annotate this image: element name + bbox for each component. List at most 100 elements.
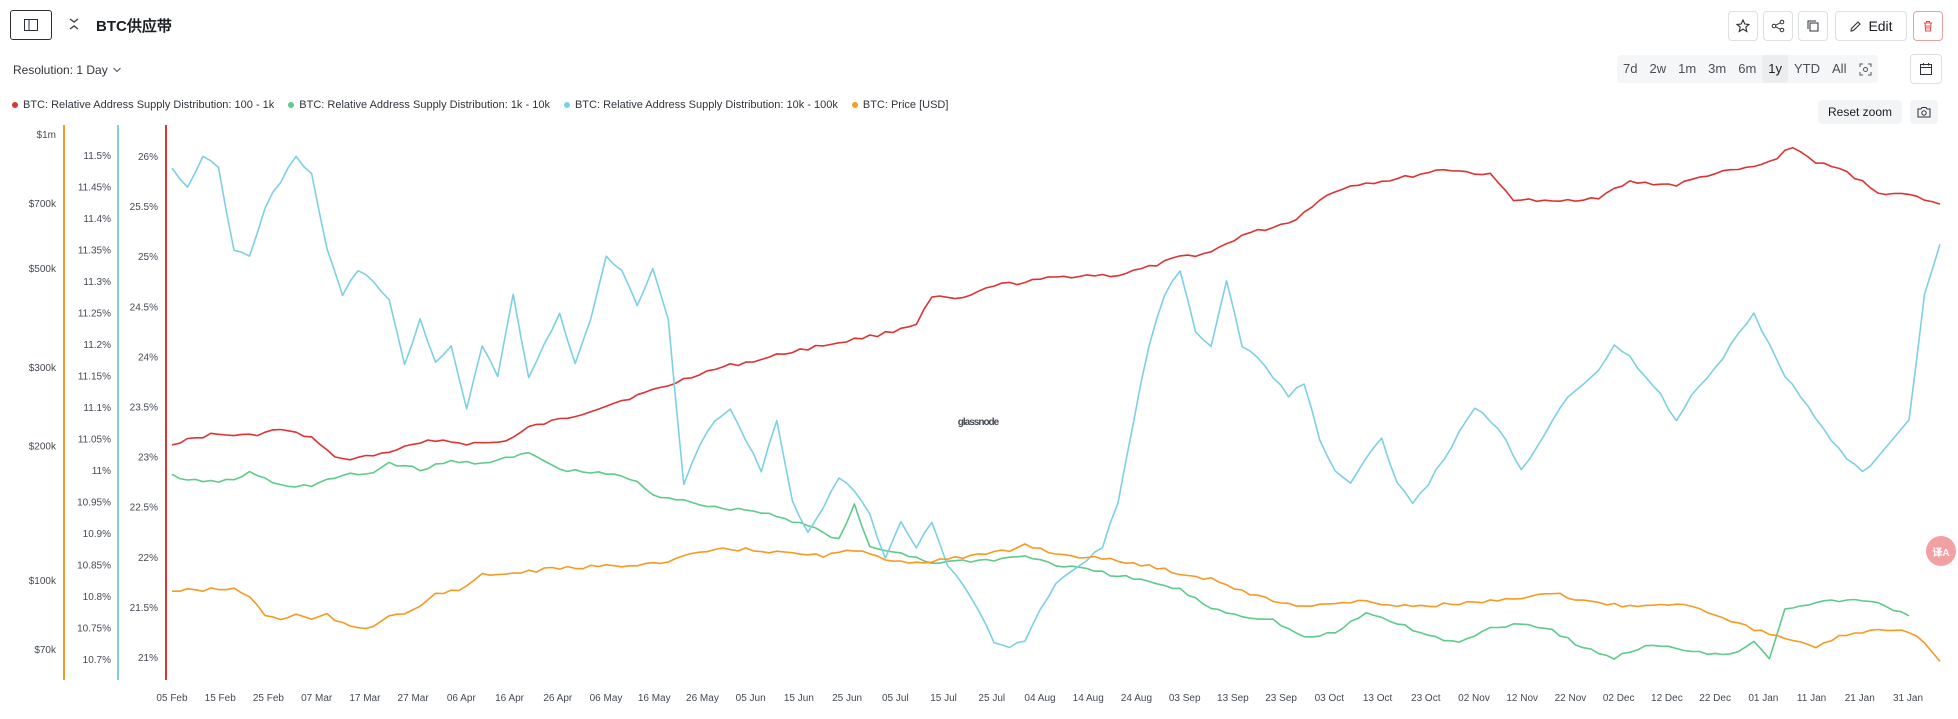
x-tick-label: 25 Jul xyxy=(978,693,1005,704)
x-tick-label: 23 Oct xyxy=(1411,693,1441,704)
share-button[interactable] xyxy=(1763,11,1793,41)
date-picker-button[interactable] xyxy=(1910,54,1942,84)
x-tick-label: 14 Aug xyxy=(1073,693,1104,704)
screenshot-button[interactable] xyxy=(1910,100,1938,124)
supply-10k-100k-tick-label: 11.05% xyxy=(78,435,111,446)
supply-10k-100k-tick-label: 11.4% xyxy=(83,214,111,225)
range-all-button[interactable]: All xyxy=(1832,61,1847,76)
x-tick-label: 25 Feb xyxy=(253,693,285,704)
range-ytd-button[interactable]: YTD xyxy=(1794,61,1821,76)
calendar-icon xyxy=(1920,63,1932,75)
legend-label: BTC: Relative Address Supply Distributio… xyxy=(574,99,838,111)
x-tick-label: 22 Dec xyxy=(1699,693,1731,704)
supply-100-1k-tick-label: 23% xyxy=(138,453,158,464)
translate-badge[interactable]: 译A xyxy=(1926,536,1956,566)
series-100-1k-line xyxy=(171,146,1941,461)
delete-button[interactable] xyxy=(1913,11,1943,41)
legend-item-1k-10k[interactable]: BTC: Relative Address Supply Distributio… xyxy=(288,99,550,111)
x-tick-label: 21 Jan xyxy=(1845,693,1875,704)
edit-button[interactable]: Edit xyxy=(1835,11,1907,41)
legend-item-100-1k[interactable]: BTC: Relative Address Supply Distributio… xyxy=(12,99,274,111)
x-tick-label: 26 Apr xyxy=(543,693,573,704)
supply-10k-100k-tick-label: 10.8% xyxy=(83,592,111,603)
supply-100-1k-tick-label: 21% xyxy=(138,653,158,664)
x-tick-label: 27 Mar xyxy=(398,693,430,704)
series-price-line xyxy=(172,543,1941,662)
x-tick-label: 23 Sep xyxy=(1265,693,1297,704)
supply-bands-chart[interactable]: glassnode $1m $700k $500k $300k $200k $100k $7… xyxy=(0,125,1958,719)
legend-label: BTC: Relative Address Supply Distributio… xyxy=(299,99,550,111)
x-tick-label: 04 Aug xyxy=(1024,693,1055,704)
price-tick-label: $700k xyxy=(29,199,57,210)
x-tick-label: 12 Dec xyxy=(1651,693,1683,704)
legend-marker xyxy=(288,102,295,108)
legend-item-price[interactable]: BTC: Price [USD] xyxy=(851,99,949,111)
supply-100-1k-tick-label: 24% xyxy=(138,352,158,363)
favorite-button[interactable] xyxy=(1728,11,1758,41)
price-tick-label: $300k xyxy=(29,363,57,374)
pencil-icon xyxy=(1850,20,1862,32)
supply-10k-100k-tick-label: 11.3% xyxy=(83,277,111,288)
supply-100-1k-tick-label: 25% xyxy=(138,252,158,263)
supply-10k-100k-tick-label: 11.25% xyxy=(78,309,111,320)
price-tick-label: $100k xyxy=(29,576,57,587)
x-tick-label: 03 Oct xyxy=(1315,693,1345,704)
x-tick-label: 03 Sep xyxy=(1169,693,1201,704)
x-tick-label: 26 May xyxy=(686,693,719,704)
share-icon xyxy=(1771,19,1785,33)
supply-10k-100k-tick-label: 10.95% xyxy=(77,498,111,509)
legend-marker xyxy=(851,102,858,108)
chevron-down-icon xyxy=(112,67,121,73)
supply-10k-100k-tick-label: 11.5% xyxy=(83,151,111,162)
range-1y-button[interactable]: 1y xyxy=(1762,55,1789,83)
supply-10k-100k-tick-label: 11% xyxy=(92,466,111,477)
x-tick-label: 05 Jun xyxy=(736,693,766,704)
supply-100-1k-tick-label: 24.5% xyxy=(130,302,158,313)
top-bar: BTC供应带 Edit xyxy=(0,0,1958,52)
x-tick-label: 31 Jan xyxy=(1893,693,1923,704)
copy-icon xyxy=(1807,20,1819,32)
range-1m-button[interactable]: 1m xyxy=(1678,61,1697,76)
x-tick-label: 11 Jan xyxy=(1797,693,1826,704)
zoom-select-icon[interactable] xyxy=(1852,55,1878,83)
sidebar-toggle-button[interactable] xyxy=(10,10,52,40)
x-tick-label: 02 Nov xyxy=(1458,693,1490,704)
watermark: glassnode xyxy=(958,417,1000,428)
x-tick-label: 17 Mar xyxy=(349,693,381,704)
supply-10k-100k-tick-label: 11.15% xyxy=(78,372,111,383)
x-tick-label: 24 Aug xyxy=(1121,693,1152,704)
edit-button-label: Edit xyxy=(1868,18,1893,34)
x-tick-label: 22 Nov xyxy=(1555,693,1587,704)
chart-legend: BTC: Relative Address Supply Distributio… xyxy=(12,99,948,111)
sidebar-panel-icon xyxy=(24,19,38,31)
supply-10k-100k-tick-label: 10.85% xyxy=(77,561,111,572)
collapse-arrows-icon[interactable] xyxy=(66,16,82,32)
x-tick-label: 25 Jun xyxy=(832,693,862,704)
supply-10k-100k-tick-label: 11.45% xyxy=(78,183,111,194)
reset-zoom-button[interactable]: Reset zoom xyxy=(1818,100,1903,124)
duplicate-button[interactable] xyxy=(1798,11,1828,41)
legend-label: BTC: Price [USD] xyxy=(862,99,949,111)
supply-10k-100k-tick-label: 11.2% xyxy=(83,340,111,351)
time-range-selector: 7d 2w 1m 3m 6m 1y YTD All xyxy=(1617,55,1879,83)
supply-100-1k-tick-label: 25.5% xyxy=(130,202,158,213)
x-tick-label: 15 Jul xyxy=(930,693,957,704)
x-tick-label: 05 Feb xyxy=(156,693,188,704)
range-6m-button[interactable]: 6m xyxy=(1738,61,1757,76)
x-tick-label: 16 May xyxy=(638,693,671,704)
resolution-dropdown[interactable]: Resolution: 1 Day xyxy=(13,63,122,77)
resolution-label: Resolution: 1 Day xyxy=(13,63,108,77)
range-3m-button[interactable]: 3m xyxy=(1708,61,1727,76)
star-icon xyxy=(1736,19,1750,33)
range-2w-button[interactable]: 2w xyxy=(1649,61,1667,76)
legend-item-10k-100k[interactable]: BTC: Relative Address Supply Distributio… xyxy=(563,99,838,111)
supply-10k-100k-tick-label: 11.1% xyxy=(83,403,111,414)
price-tick-label: $500k xyxy=(29,264,57,275)
range-7d-button[interactable]: 7d xyxy=(1623,61,1638,76)
x-tick-label: 06 May xyxy=(590,693,623,704)
x-tick-label: 13 Sep xyxy=(1217,693,1249,704)
x-tick-label: 01 Jan xyxy=(1748,693,1778,704)
camera-icon xyxy=(1917,107,1931,118)
price-tick-label: $200k xyxy=(29,442,57,453)
supply-100-1k-tick-label: 23.5% xyxy=(130,403,158,414)
